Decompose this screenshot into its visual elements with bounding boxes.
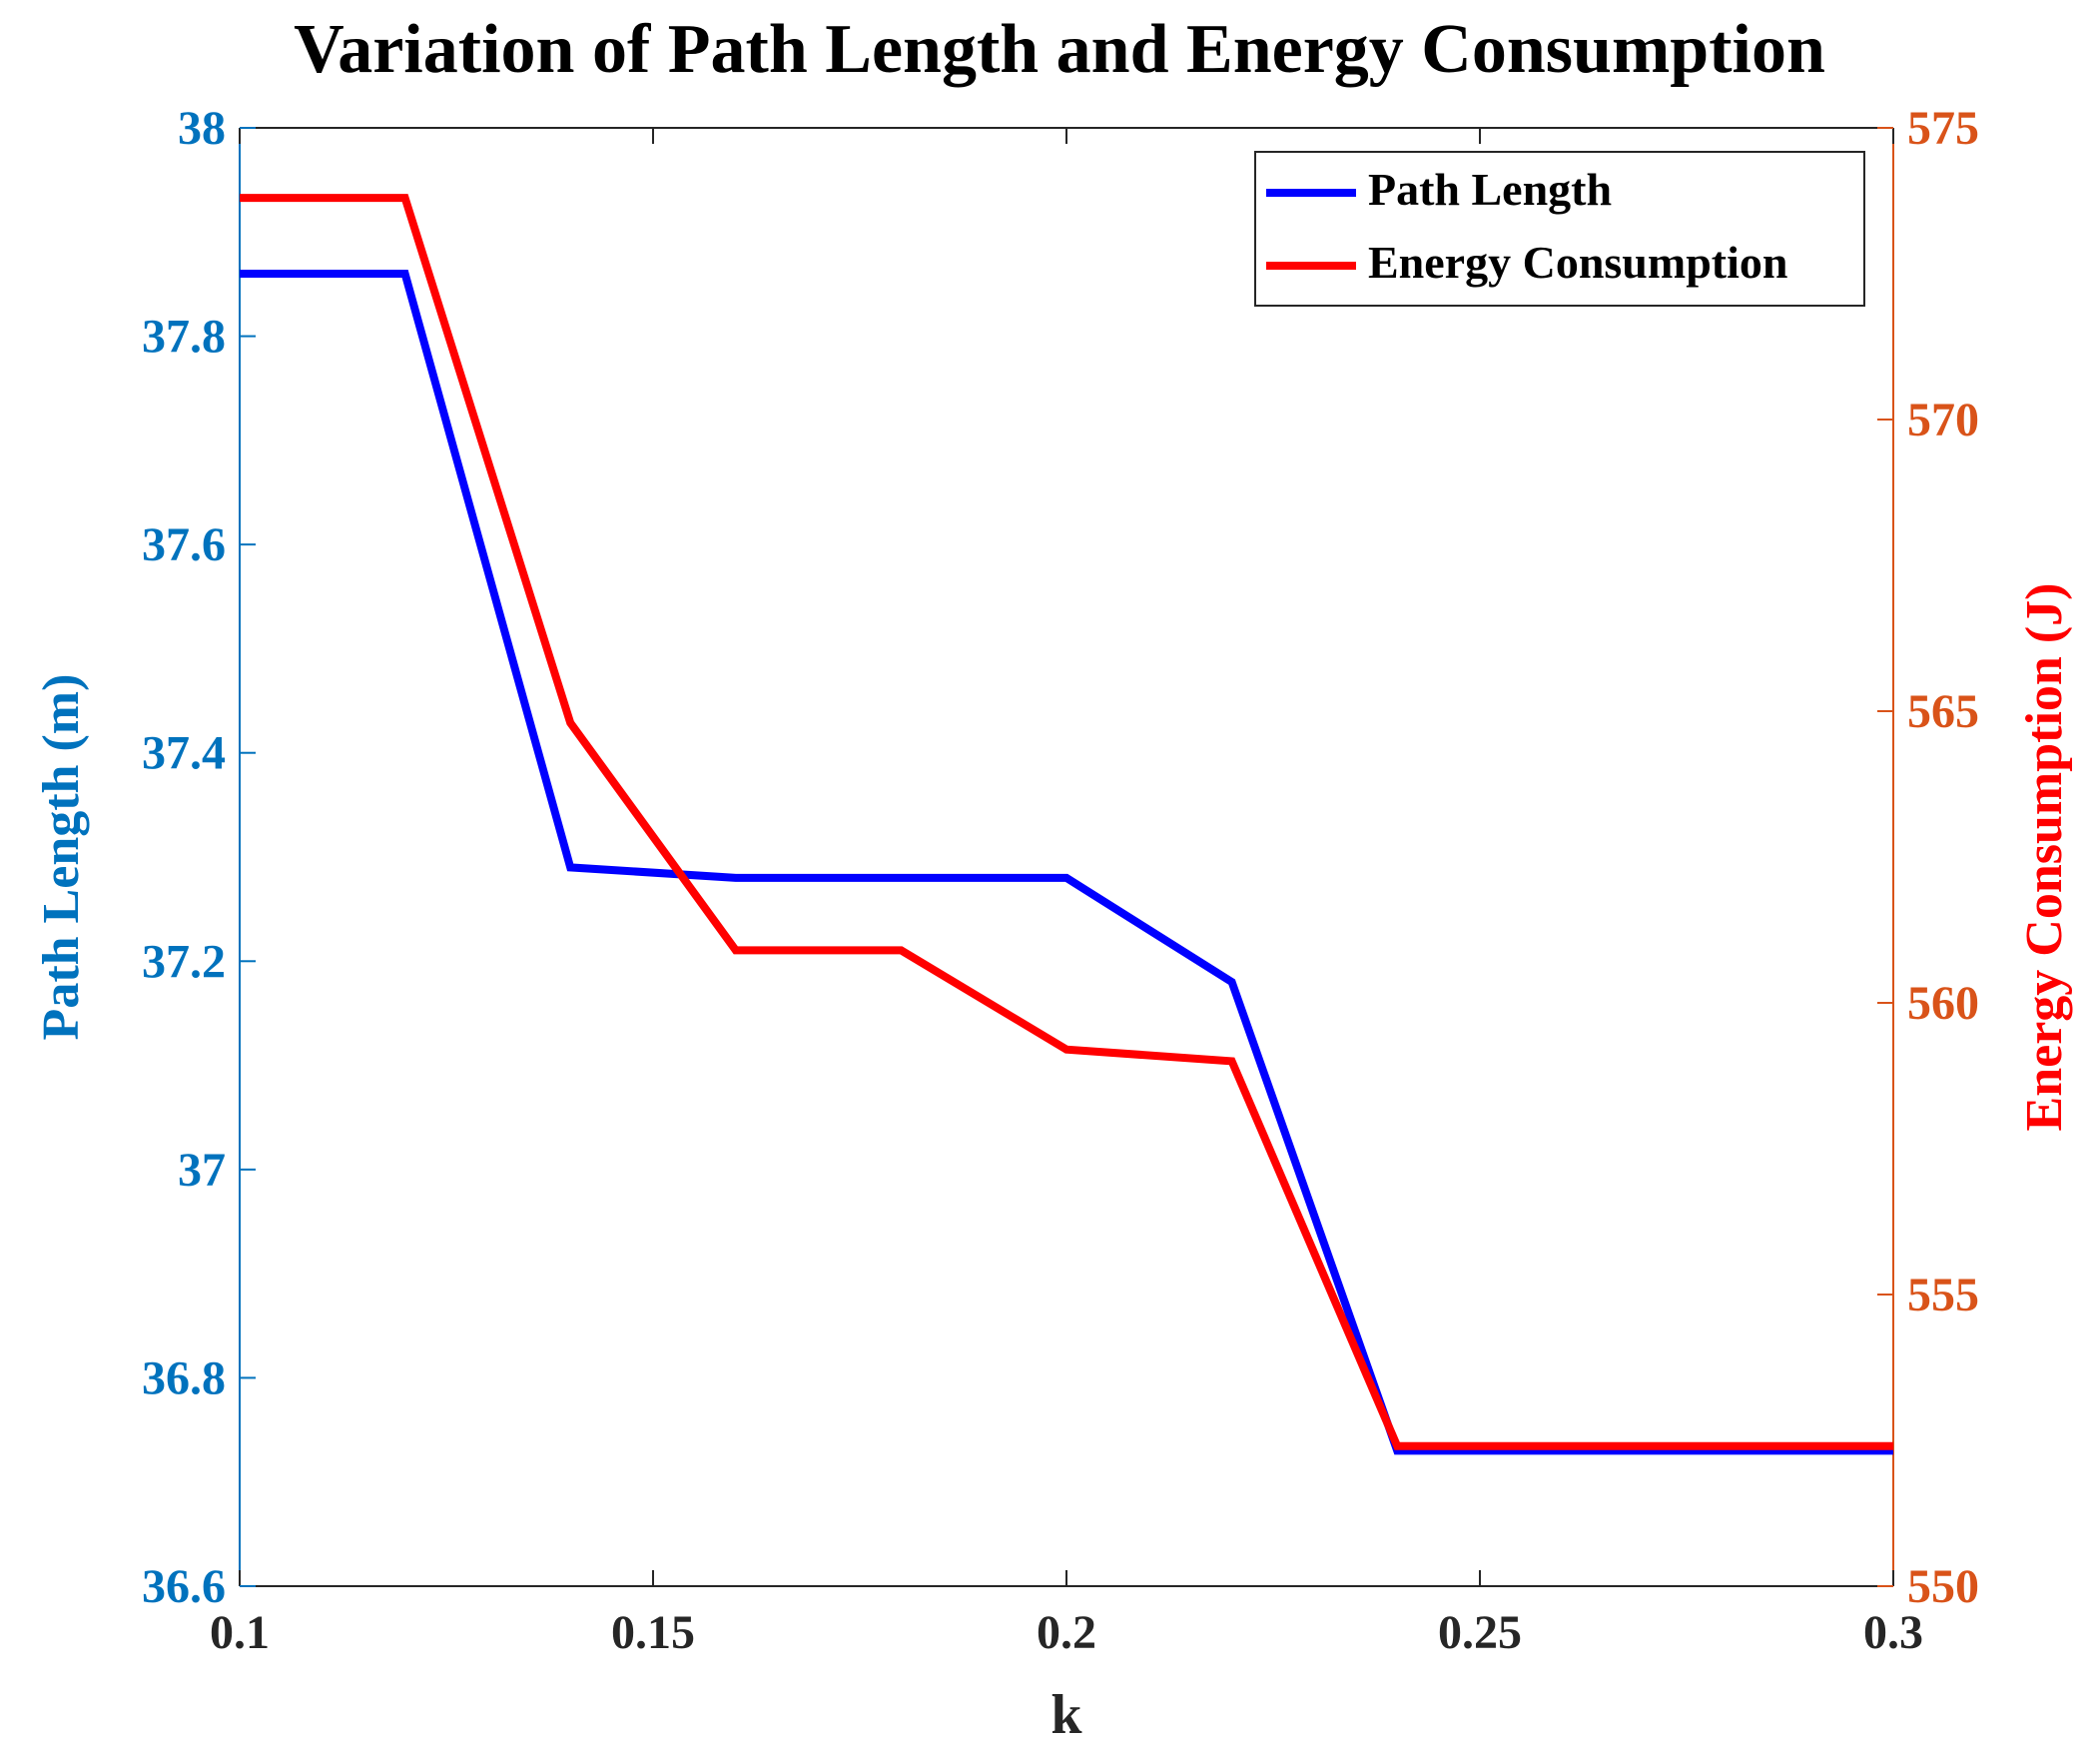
y-right-tick-label: 565	[1907, 685, 1979, 738]
y-left-tick-label: 37.4	[142, 727, 226, 780]
y-left-tick-label: 37.8	[142, 311, 226, 364]
y-left-tick-label: 37.2	[142, 935, 226, 988]
y-left-axis-label: Path Length (m)	[33, 674, 90, 1041]
x-tick-label: 0.2	[1037, 1606, 1096, 1659]
legend-label-energy-consumption: Energy Consumption	[1368, 237, 1787, 288]
axes: 0.1 0.15 0.2 0.25 0.3 36.6 36.8 37 37.2 37.4 37.6 3…	[142, 102, 1979, 1659]
y-left-tick-label: 37.6	[142, 518, 226, 571]
chart-title: Variation of Path Length and Energy Cons…	[294, 11, 1825, 88]
y-right-axis-label: Energy Consumption (J)	[2016, 583, 2073, 1132]
series-layer	[240, 194, 1893, 1455]
y-right-tick-label: 550	[1907, 1560, 1979, 1613]
series-line-path-length	[240, 270, 1893, 1455]
y-left-tick-label: 37	[178, 1144, 226, 1197]
y-right-tick-label: 555	[1907, 1269, 1979, 1321]
legend: Path Length Energy Consumption	[1254, 151, 1865, 307]
x-tick-label: 0.1	[210, 1606, 270, 1659]
y-left-tick-label: 38	[178, 102, 226, 155]
x-tick-label: 0.25	[1438, 1606, 1522, 1659]
y-left-tick-label: 36.6	[142, 1560, 226, 1613]
y-right-tick-label: 575	[1907, 102, 1979, 155]
x-tick-label: 0.3	[1863, 1606, 1923, 1659]
plot-area	[240, 128, 1893, 1586]
y-right-tick-label: 570	[1907, 394, 1979, 446]
series-line-energy-consumption	[240, 194, 1893, 1450]
x-axis-label: k	[1050, 1684, 1082, 1746]
y-left-tick-label: 36.8	[142, 1351, 226, 1404]
legend-box	[1254, 151, 1865, 307]
legend-label-path-length: Path Length	[1368, 164, 1612, 215]
y-right-tick-label: 560	[1907, 977, 1979, 1030]
x-tick-label: 0.15	[611, 1606, 695, 1659]
